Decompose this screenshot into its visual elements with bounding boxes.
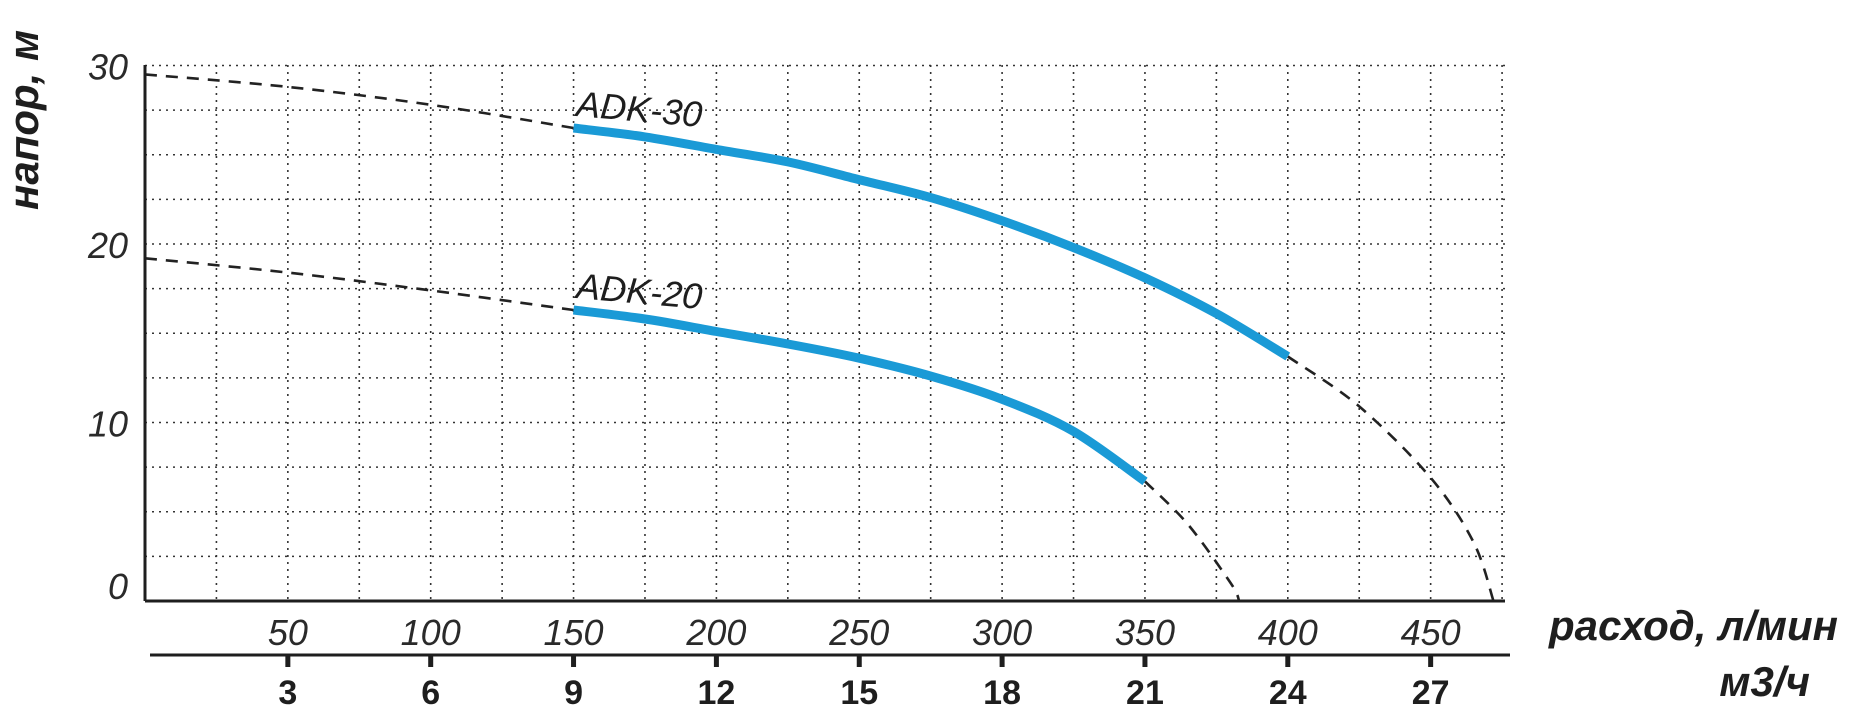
extrapolation-lines (144, 73, 1495, 602)
x-tick-label-m3h: 24 (1269, 674, 1307, 712)
extrapolation-line-left (144, 73, 574, 130)
x-tick-label-m3h: 3 (278, 674, 297, 712)
x-tick-label-m3h: 15 (840, 674, 878, 712)
x-tick-label: 50 (268, 612, 308, 653)
x-tick-label: 450 (1401, 612, 1461, 653)
y-tick-labels: 0 10 20 30 (87, 47, 128, 608)
x-tick-label-m3h: 12 (697, 674, 735, 712)
extrapolation-line-right (1144, 480, 1241, 602)
x-axis-secondary-title: м3/ч (1719, 658, 1810, 705)
grid (145, 64, 1505, 601)
x-tick-label: 350 (1115, 612, 1175, 653)
x-tick-label: 300 (972, 612, 1032, 653)
y-tick-label: 10 (88, 404, 128, 445)
x-tick-label-m3h: 18 (983, 674, 1021, 712)
x-tick-label: 250 (828, 612, 889, 653)
extrapolation-line-right (1287, 355, 1495, 602)
x-tick-label: 200 (685, 612, 746, 653)
y-tick-label: 0 (108, 566, 128, 607)
series-line-adk-30 (572, 123, 1291, 361)
y-tick-label: 20 (87, 225, 128, 266)
x-tick-label: 150 (544, 612, 604, 653)
x-tick-labels: 50 3 100 6 150 9 200 12 250 15 300 18 350 21 400 24 450 2… (268, 612, 1461, 712)
x-axis-title: расход, л/мин (1548, 602, 1838, 649)
axes (143, 65, 1510, 657)
performance-curves (572, 123, 1291, 486)
extrapolation-line-left (144, 257, 574, 312)
x-tick-label: 100 (401, 612, 461, 653)
y-tick-label: 30 (88, 47, 128, 88)
x-tick-label: 400 (1258, 612, 1318, 653)
y-axis-title: напор, м (0, 30, 47, 210)
x-tick-label-m3h: 9 (564, 674, 583, 712)
series-line-adk-20 (572, 305, 1148, 486)
x-tick-label-m3h: 27 (1412, 674, 1450, 712)
x-tick-label-m3h: 6 (421, 674, 440, 712)
x-tick-label-m3h: 21 (1126, 674, 1164, 712)
